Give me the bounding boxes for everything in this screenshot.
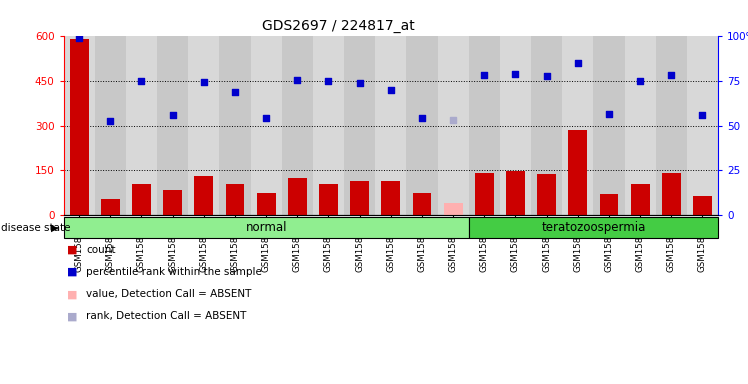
Bar [188,36,219,215]
Bar [95,36,126,215]
Point [541,73,553,79]
Bar [194,176,213,215]
Point [416,115,428,121]
Bar [381,181,400,215]
Bar [413,193,432,215]
Bar [406,36,438,215]
Text: teratozoospermia: teratozoospermia [542,221,646,234]
Point [197,79,209,85]
Bar [319,184,338,215]
Bar [375,36,406,215]
Point [665,72,677,78]
Point [384,87,396,93]
Bar [157,36,188,215]
Bar [163,190,182,215]
Bar [531,36,562,215]
Bar [693,196,712,215]
Point [260,115,272,121]
Bar [537,174,556,215]
Bar [600,194,619,215]
Point [322,78,334,84]
Bar [625,36,656,215]
Bar [568,130,587,215]
Text: ▶: ▶ [51,222,58,233]
Bar [350,181,369,215]
Bar [313,36,344,215]
Point [447,117,459,123]
Point [73,35,85,41]
Bar [438,36,469,215]
Text: percentile rank within the sample: percentile rank within the sample [86,267,262,277]
Point [571,60,583,66]
Bar [226,184,245,215]
Bar [500,36,531,215]
Bar [687,36,718,215]
Text: ■: ■ [67,245,78,255]
Bar [219,36,251,215]
Point [696,112,708,118]
Bar [562,36,593,215]
Bar [469,217,718,238]
Bar [631,184,649,215]
Point [229,88,241,94]
Point [291,76,303,83]
Text: disease state: disease state [1,222,70,233]
Bar [70,40,88,215]
Bar [506,171,525,215]
Point [509,71,521,77]
Bar [101,199,120,215]
Point [603,111,615,117]
Point [135,78,147,84]
Point [104,118,116,124]
Bar [444,203,462,215]
Text: ■: ■ [67,267,78,277]
Bar [282,36,313,215]
Bar [662,174,681,215]
Bar [469,36,500,215]
Bar [288,178,307,215]
Text: ■: ■ [67,289,78,299]
Bar [251,36,282,215]
Bar [132,184,151,215]
Point [478,72,490,78]
Point [634,78,646,84]
Bar [344,36,375,215]
Bar [126,36,157,215]
Text: value, Detection Call = ABSENT: value, Detection Call = ABSENT [86,289,251,299]
Point [167,112,179,118]
Bar [64,217,469,238]
Text: rank, Detection Call = ABSENT: rank, Detection Call = ABSENT [86,311,246,321]
Text: ■: ■ [67,311,78,321]
Point [354,79,366,86]
Bar [656,36,687,215]
Bar [257,193,275,215]
Text: count: count [86,245,115,255]
Bar [593,36,625,215]
Text: normal: normal [245,221,287,234]
Text: GDS2697 / 224817_at: GDS2697 / 224817_at [262,19,415,33]
Bar [64,36,95,215]
Bar [475,174,494,215]
